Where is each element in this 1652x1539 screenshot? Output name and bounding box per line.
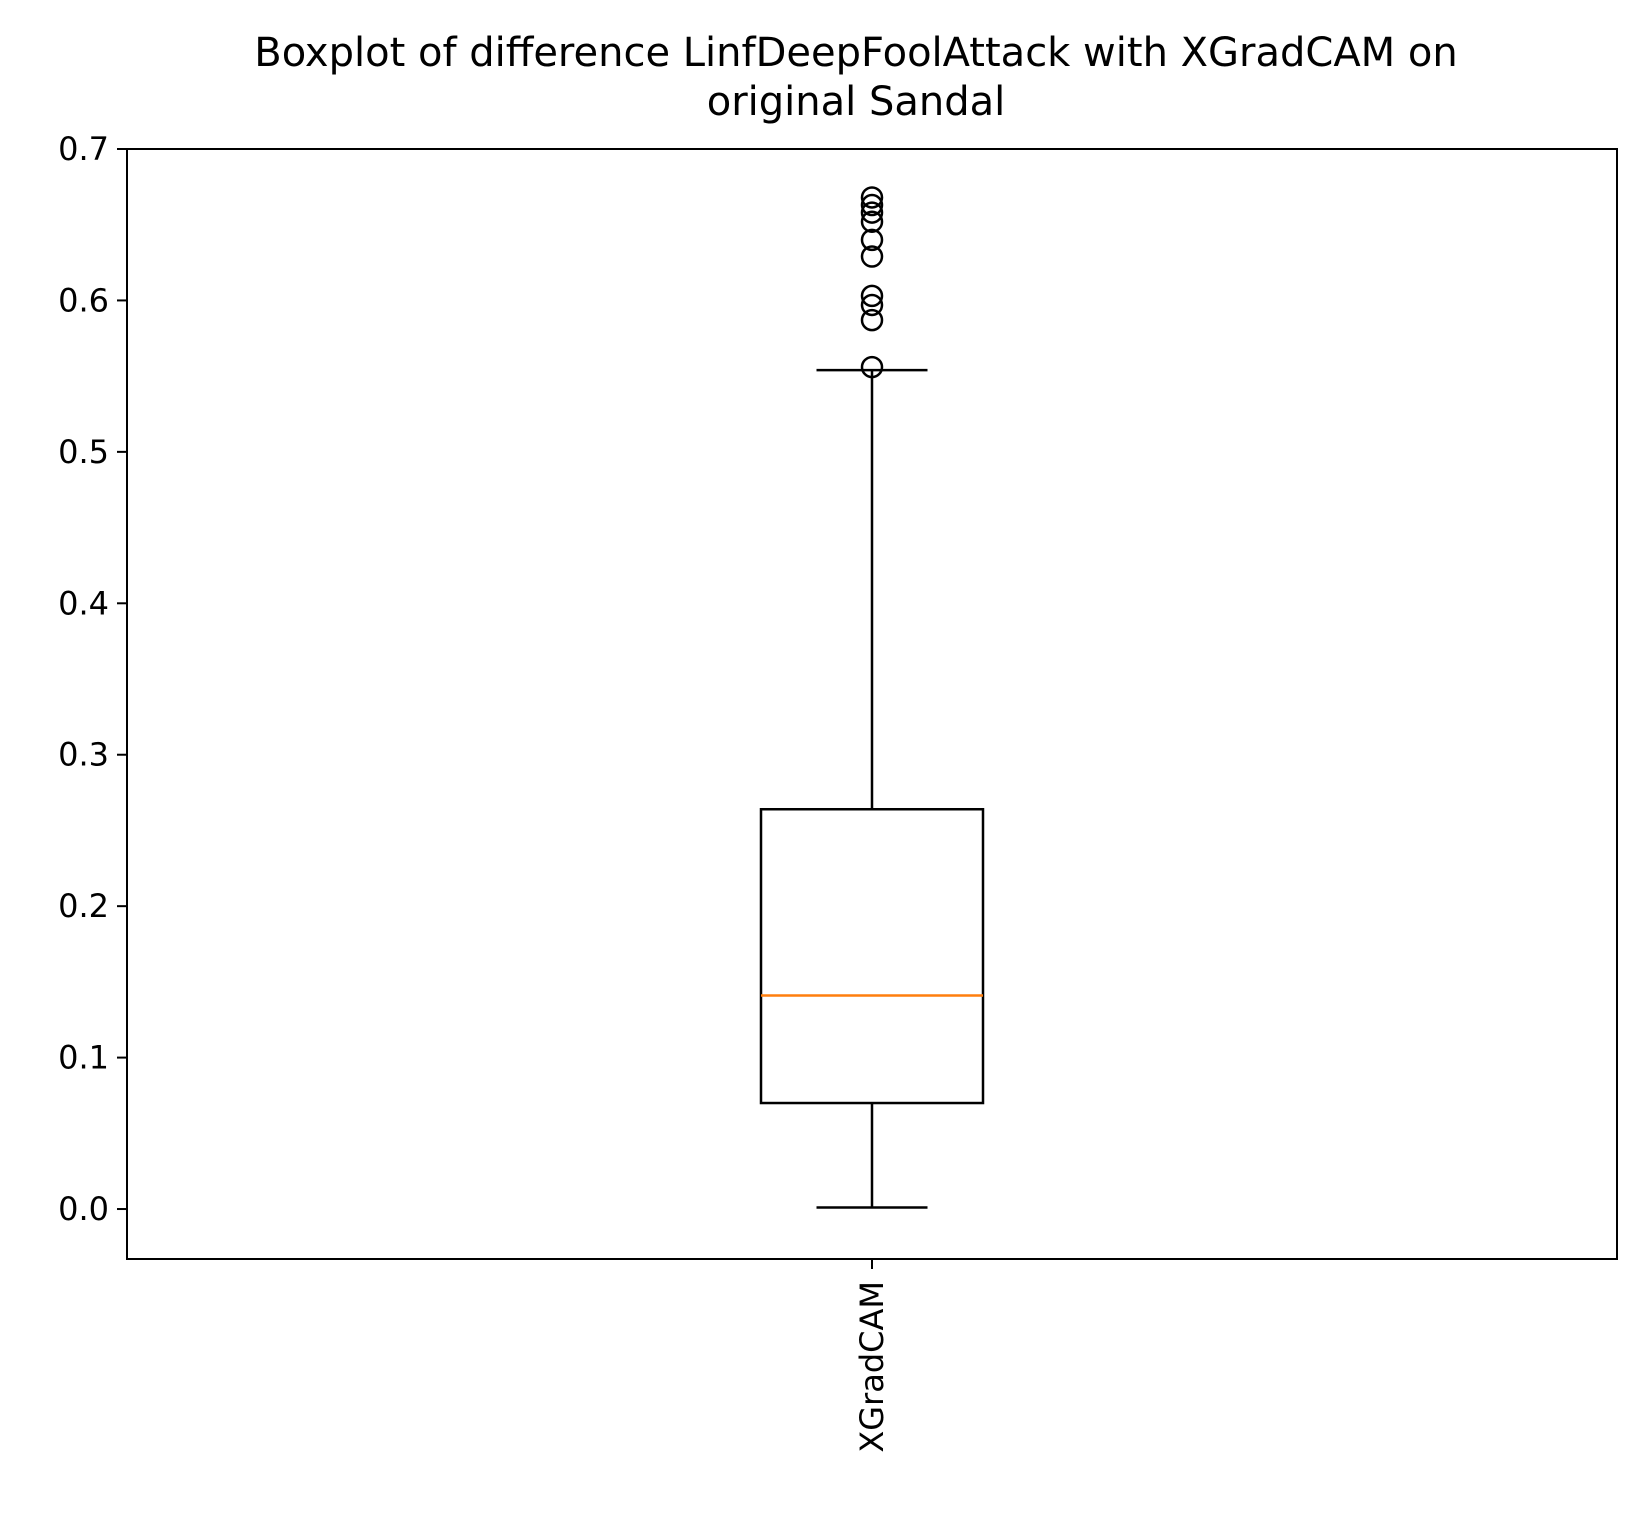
outlier-point [860, 201, 884, 224]
y-tick-label: 0.1 [58, 1039, 109, 1077]
chart-title-line-2: original Sandal [707, 79, 1006, 125]
outlier-point [860, 210, 884, 233]
outlier-point [860, 293, 884, 317]
y-tick-label: 0.5 [58, 433, 109, 471]
iqr-box [759, 807, 985, 1105]
y-tick-label: 0.6 [58, 281, 109, 319]
outlier-point [860, 355, 884, 379]
y-tick-label: 0.4 [58, 584, 109, 622]
y-tick-label: 0.0 [58, 1190, 109, 1228]
axes-frame [126, 148, 1618, 1260]
box-group [759, 186, 985, 1209]
plot-area: 0.0 0.1 0.2 0.3 0.4 0.5 0.6 0.7 XGradCAM [58, 130, 1618, 1453]
x-tick-label: XGradCAM [853, 1281, 891, 1453]
y-tick-label: 0.2 [58, 887, 109, 925]
y-tick-label: 0.3 [58, 736, 109, 774]
outlier-point [860, 245, 884, 268]
outlier-point [860, 284, 884, 308]
outlier-point [860, 186, 884, 209]
outlier-point [860, 193, 884, 217]
outlier-point [860, 308, 884, 332]
outlier-point [860, 228, 884, 252]
y-tick-label: 0.7 [58, 130, 109, 168]
chart-title-line-1: Boxplot of difference LinfDeepFoolAttack… [254, 30, 1457, 76]
